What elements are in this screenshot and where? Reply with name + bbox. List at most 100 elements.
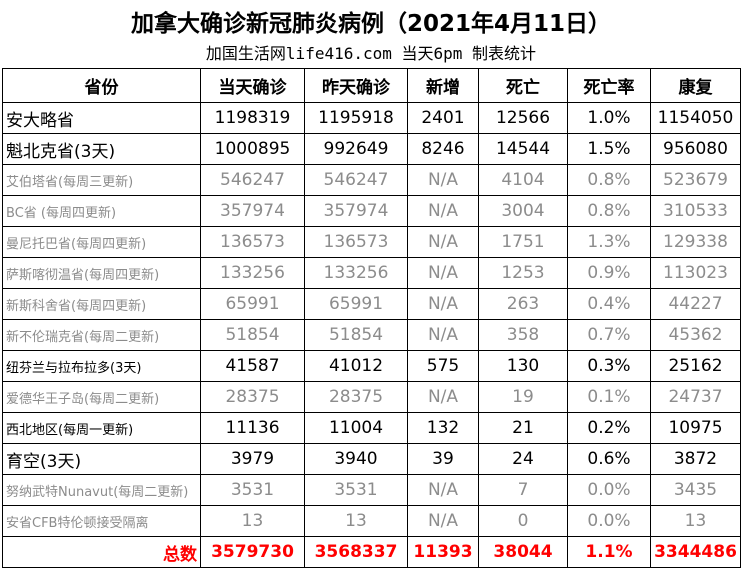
cell: 0.6% [567, 443, 651, 475]
cell: 0.3% [567, 350, 651, 382]
cell: 3344486 [650, 536, 741, 568]
table-row: 新斯科舍省(每周四更新) 65991 65991 N/A 263 0.4% 44227 [2, 288, 741, 320]
cell: N/A [407, 381, 479, 413]
cell: N/A [407, 288, 479, 320]
header-cell: 省份 [2, 68, 201, 103]
cell: 3979 [200, 443, 305, 475]
cell: 25162 [650, 350, 741, 382]
cell: 992649 [304, 133, 408, 165]
cell: 113023 [650, 257, 741, 289]
row-label: 萨斯喀彻温省(每周四更新) [2, 257, 201, 289]
row-label: 爱德华王子岛(每周二更新) [2, 381, 201, 413]
row-label: 魁北克省(3天) [2, 133, 201, 165]
cell: 1000895 [200, 133, 305, 165]
cell: 4104 [478, 164, 568, 196]
cell: 45362 [650, 319, 741, 351]
row-label: BC省 (每周四更新) [2, 195, 201, 227]
row-label: 曼尼托巴省(每周四更新) [2, 226, 201, 258]
table-row: 萨斯喀彻温省(每周四更新) 133256 133256 N/A 1253 0.9% 1130… [2, 257, 741, 289]
table-row: 魁北克省(3天) 1000895 992649 8246 14544 1.5% 956080 [2, 133, 741, 165]
cell: 19 [478, 381, 568, 413]
cell: 3940 [304, 443, 408, 475]
cell: N/A [407, 257, 479, 289]
table-row: 爱德华王子岛(每周二更新) 28375 28375 N/A 19 0.1% 24737 [2, 381, 741, 413]
cell: 523679 [650, 164, 741, 196]
table-row: BC省 (每周四更新) 357974 357974 N/A 3004 0.8% 310533 [2, 195, 741, 227]
cell: 44227 [650, 288, 741, 320]
cell: 575 [407, 350, 479, 382]
cell: 11393 [407, 536, 479, 568]
cell: 136573 [304, 226, 408, 258]
cell: 357974 [200, 195, 305, 227]
row-label: 安大略省 [2, 102, 201, 134]
cell: 133256 [200, 257, 305, 289]
cell: N/A [407, 164, 479, 196]
table-row: 安大略省 1198319 1195918 2401 12566 1.0% 1154050 [2, 102, 741, 134]
cell: 3531 [200, 474, 305, 506]
table-row: 曼尼托巴省(每周四更新) 136573 136573 N/A 1751 1.3% 12933… [2, 226, 741, 258]
table-row: 艾伯塔省(每周三更新) 546247 546247 N/A 4104 0.8% 523679 [2, 164, 741, 196]
cell: 28375 [200, 381, 305, 413]
cell: 136573 [200, 226, 305, 258]
table: 省份 当天确诊 昨天确诊 新增 死亡 死亡率 康复 安大略省 1198319 1195918 24… [2, 68, 741, 568]
row-label: 新不伦瑞克省(每周二更新) [2, 319, 201, 351]
cell: 3435 [650, 474, 741, 506]
cell: 0.0% [567, 505, 651, 537]
cell: 263 [478, 288, 568, 320]
cell: N/A [407, 195, 479, 227]
cell: 3568337 [304, 536, 408, 568]
table-row: 总数 3579730 3568337 11393 38044 1.1% 3344486 [2, 536, 741, 568]
table-row: 努纳武特Nunavut(每周二更新) 3531 3531 N/A 7 0.0% 3435 [2, 474, 741, 506]
cell: 0.8% [567, 164, 651, 196]
table-row: 育空(3天) 3979 3940 39 24 0.6% 3872 [2, 443, 741, 475]
cell: 1.5% [567, 133, 651, 165]
cell: 14544 [478, 133, 568, 165]
cell: 1751 [478, 226, 568, 258]
cell: 1195918 [304, 102, 408, 134]
cell: 21 [478, 412, 568, 444]
cell: 546247 [304, 164, 408, 196]
cell: 12566 [478, 102, 568, 134]
cell: 357974 [304, 195, 408, 227]
cell: 51854 [304, 319, 408, 351]
cell: 13 [304, 505, 408, 537]
cell: 1.1% [567, 536, 651, 568]
cell: 0.9% [567, 257, 651, 289]
header-cell: 死亡 [478, 68, 568, 103]
cell: 39 [407, 443, 479, 475]
table-row: 安省CFB特伦顿接受隔离 13 13 N/A 0 0.0% 13 [2, 505, 741, 537]
header-cell: 新增 [407, 68, 479, 103]
header-cell: 当天确诊 [200, 68, 305, 103]
header-cell: 康复 [650, 68, 741, 103]
table-row: 纽芬兰与拉布拉多(3天) 41587 41012 575 130 0.3% 25162 [2, 350, 741, 382]
cell: 10975 [650, 412, 741, 444]
subtitle: 加国生活网life416.com 当天6pm 制表统计 [205, 44, 537, 63]
cell: 3004 [478, 195, 568, 227]
cell: 7 [478, 474, 568, 506]
cell: 129338 [650, 226, 741, 258]
cell: 0.8% [567, 195, 651, 227]
cell: 41587 [200, 350, 305, 382]
cell: 956080 [650, 133, 741, 165]
table-row: 西北地区(每周一更新) 11136 11004 132 21 0.2% 10975 [2, 412, 741, 444]
cell: 3579730 [200, 536, 305, 568]
cell: 358 [478, 319, 568, 351]
cell: 1198319 [200, 102, 305, 134]
row-label: 努纳武特Nunavut(每周二更新) [2, 474, 201, 506]
cell: 310533 [650, 195, 741, 227]
cell: 41012 [304, 350, 408, 382]
cell: 65991 [304, 288, 408, 320]
cell: 13 [650, 505, 741, 537]
cell: 11136 [200, 412, 305, 444]
cell: 8246 [407, 133, 479, 165]
row-label: 总数 [2, 536, 201, 568]
cell: 24 [478, 443, 568, 475]
cell: 1154050 [650, 102, 741, 134]
row-label: 西北地区(每周一更新) [2, 412, 201, 444]
cell: 130 [478, 350, 568, 382]
cell: 38044 [478, 536, 568, 568]
row-label: 安省CFB特伦顿接受隔离 [2, 505, 201, 537]
cell: 133256 [304, 257, 408, 289]
cell: 1.3% [567, 226, 651, 258]
